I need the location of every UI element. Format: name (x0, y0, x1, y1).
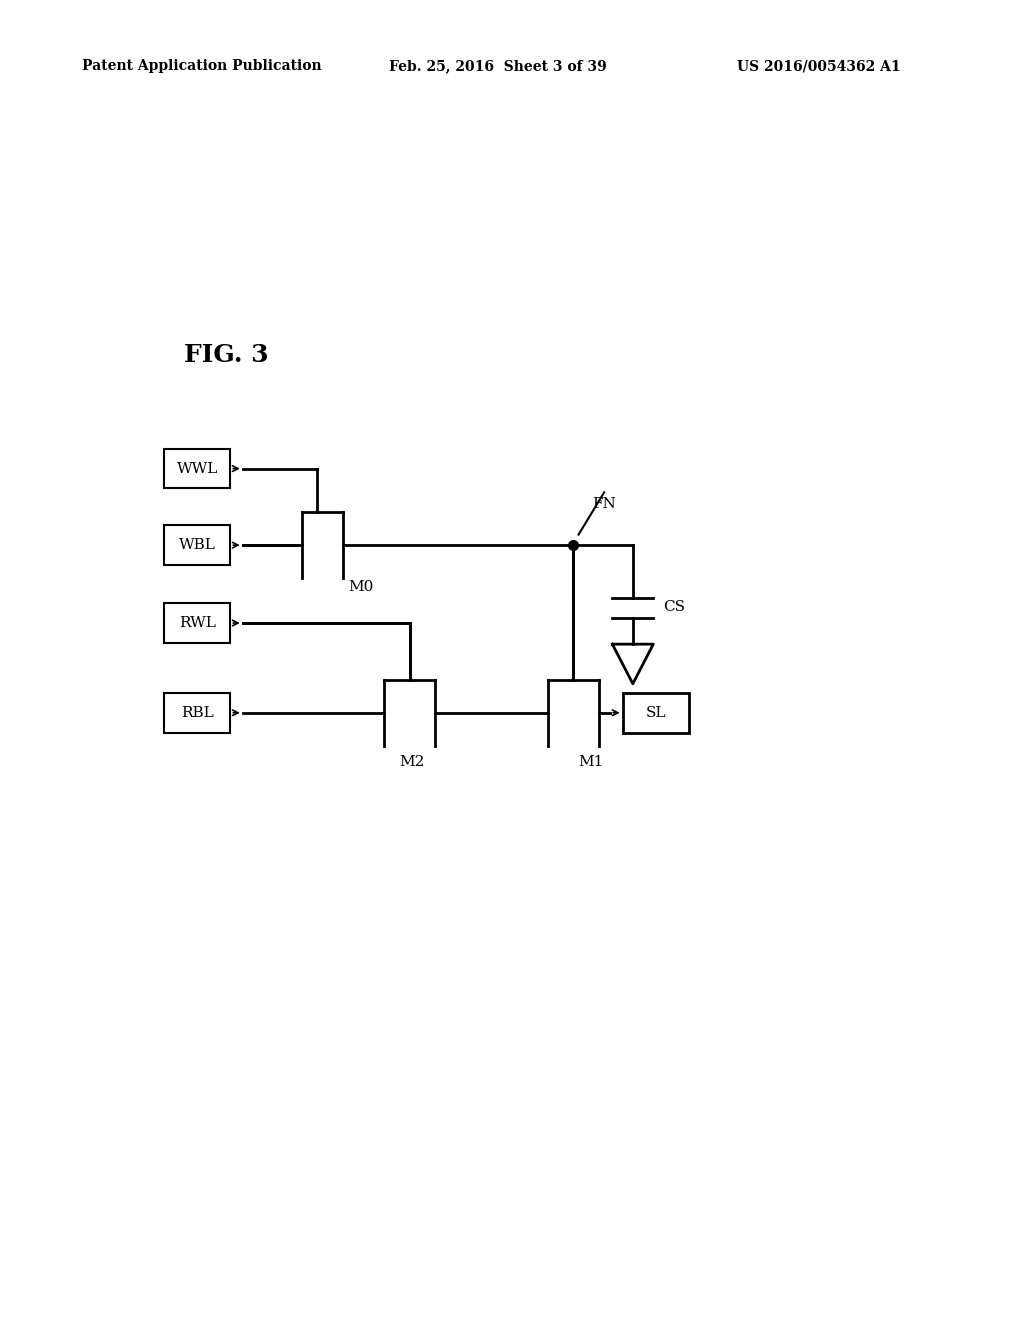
Bar (164, 693, 230, 733)
Text: US 2016/0054362 A1: US 2016/0054362 A1 (737, 59, 901, 74)
Text: WBL: WBL (178, 539, 216, 552)
Text: Patent Application Publication: Patent Application Publication (82, 59, 322, 74)
Text: WWL: WWL (176, 462, 218, 475)
Text: CS: CS (664, 601, 685, 614)
Text: SL: SL (645, 706, 667, 719)
Text: RWL: RWL (178, 616, 216, 630)
Bar (164, 525, 230, 565)
Text: RBL: RBL (181, 706, 213, 719)
Text: M2: M2 (399, 755, 425, 768)
Bar (164, 603, 230, 643)
Text: FIG. 3: FIG. 3 (184, 343, 269, 367)
Text: M0: M0 (348, 581, 374, 594)
Text: FN: FN (592, 498, 615, 511)
Bar (623, 693, 689, 733)
Text: M1: M1 (579, 755, 604, 768)
Bar (164, 449, 230, 488)
Text: Feb. 25, 2016  Sheet 3 of 39: Feb. 25, 2016 Sheet 3 of 39 (389, 59, 607, 74)
